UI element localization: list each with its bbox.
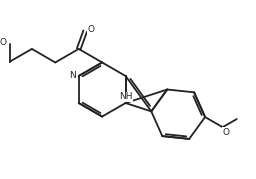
Text: N: N (69, 71, 76, 81)
Text: O: O (0, 38, 6, 47)
Text: NH: NH (119, 92, 132, 101)
Text: O: O (87, 25, 94, 34)
Text: O: O (223, 128, 230, 137)
